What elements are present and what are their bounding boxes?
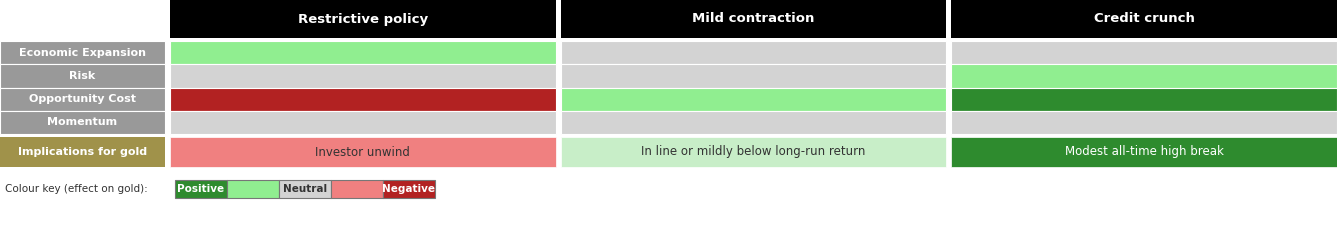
Bar	[0, 88, 164, 111]
Bar	[0, 64, 164, 88]
Text: Momentum: Momentum	[47, 117, 118, 127]
Text: Colour key (effect on gold):: Colour key (effect on gold):	[5, 184, 148, 194]
Bar	[952, 0, 1337, 38]
Bar	[332, 180, 382, 198]
Bar	[560, 0, 947, 38]
Bar	[952, 111, 1337, 134]
Text: Opportunity Cost: Opportunity Cost	[29, 94, 136, 104]
Bar	[170, 64, 556, 88]
Bar	[170, 137, 556, 167]
Bar	[279, 180, 332, 198]
Text: Neutral: Neutral	[283, 184, 328, 194]
Bar	[0, 111, 164, 134]
Bar	[560, 64, 947, 88]
Bar	[170, 88, 556, 111]
Bar	[170, 0, 556, 38]
Bar	[952, 41, 1337, 64]
Bar	[560, 88, 947, 111]
Text: Positive: Positive	[178, 184, 225, 194]
Bar	[952, 64, 1337, 88]
Text: In line or mildly below long-run return: In line or mildly below long-run return	[642, 146, 865, 158]
Text: Mild contraction: Mild contraction	[693, 12, 814, 26]
Text: Negative: Negative	[382, 184, 436, 194]
Bar	[560, 111, 947, 134]
Bar	[170, 41, 556, 64]
Bar	[560, 137, 947, 167]
Text: Credit crunch: Credit crunch	[1094, 12, 1194, 26]
Bar	[227, 180, 279, 198]
Bar	[175, 180, 227, 198]
Bar	[382, 180, 435, 198]
Text: Restrictive policy: Restrictive policy	[298, 12, 428, 26]
Bar	[952, 88, 1337, 111]
Text: Risk: Risk	[70, 71, 96, 81]
Bar	[0, 41, 164, 64]
Bar	[170, 111, 556, 134]
Text: Modest all-time high break: Modest all-time high break	[1064, 146, 1223, 158]
Bar	[0, 137, 164, 167]
Text: Investor unwind: Investor unwind	[316, 146, 410, 158]
Bar	[560, 41, 947, 64]
Text: Economic Expansion: Economic Expansion	[19, 48, 146, 58]
Text: Implications for gold: Implications for gold	[17, 147, 147, 157]
Bar	[952, 137, 1337, 167]
